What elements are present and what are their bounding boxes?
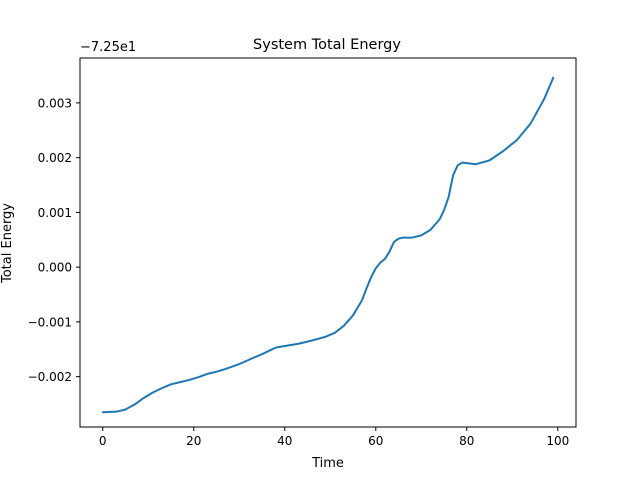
series-line [101,76,555,414]
x-tick-label: 60 [368,434,383,448]
y-tick-label: 0.002 [38,151,72,165]
y-tick-label: −0.002 [28,370,72,384]
y-axis-label: Total Energy [0,203,15,284]
y-tick-label: 0.001 [38,206,72,220]
axis-ticks: 0 20 40 60 80 100 −0.002 −0.001 0.000 0.001 0.002 0… [28,96,570,448]
x-tick-label: 0 [99,434,107,448]
chart-title: System Total Energy [253,37,401,53]
x-tick-label: 80 [459,434,474,448]
y-tick-label: 0.000 [38,261,72,275]
y-offset-label: −7.25e1 [80,40,136,55]
plot-area [101,76,555,414]
x-tick-label: 40 [277,434,292,448]
y-tick-label: −0.001 [28,315,72,329]
axes-frame [79,57,577,428]
x-tick-label: 20 [186,434,201,448]
x-axis-label: Time [311,456,344,471]
y-tick-label: 0.003 [38,96,72,110]
x-tick-label: 100 [546,434,569,448]
